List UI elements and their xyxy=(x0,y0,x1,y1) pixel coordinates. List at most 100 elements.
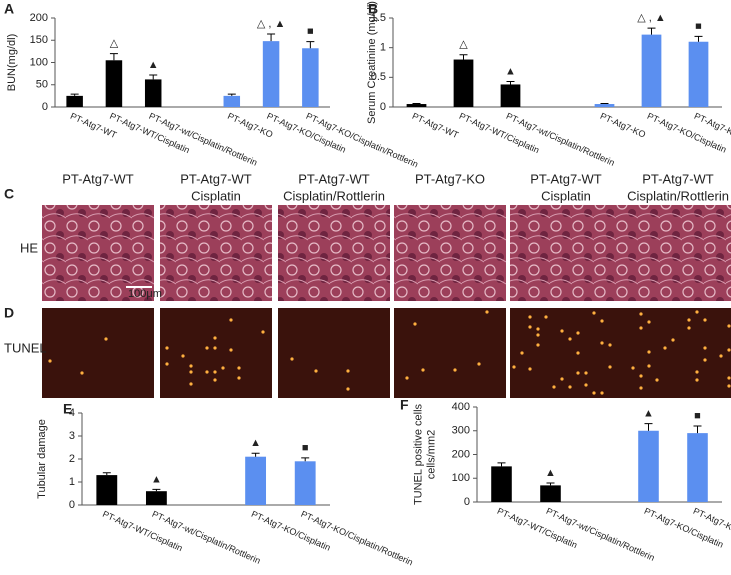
column-header: PT-Atg7-WT xyxy=(62,171,134,186)
tunel-spot xyxy=(346,387,350,391)
error-bar xyxy=(600,102,609,105)
tunel-spot xyxy=(687,326,691,330)
tunel-image xyxy=(278,308,390,398)
annotation: △ , ▲ xyxy=(637,12,666,24)
tunel-spot xyxy=(512,365,516,369)
error-bar xyxy=(227,93,236,96)
tunel-spot xyxy=(663,346,667,350)
tunel-image xyxy=(160,308,272,398)
row-label: TUNEL xyxy=(4,340,47,355)
row-label: HE xyxy=(20,240,38,255)
tunel-spot xyxy=(576,371,580,375)
tunel-spot xyxy=(405,376,409,380)
column-header: PT-Atg7-WT xyxy=(298,171,370,186)
tunel-spot xyxy=(639,374,643,378)
tunel-spot xyxy=(592,391,596,395)
error-bar xyxy=(546,482,555,486)
x-tick-label: PT-Atg7-WT xyxy=(411,111,461,140)
y-tick-label: 200 xyxy=(30,12,48,24)
panel-label: C xyxy=(4,186,14,202)
bar xyxy=(500,84,521,107)
tunel-image xyxy=(622,308,731,398)
error-bar xyxy=(102,472,111,476)
he-image xyxy=(394,205,506,301)
tunel-spot xyxy=(165,346,169,350)
tunel-spot xyxy=(727,324,731,328)
column-header: PT-Atg7-WT xyxy=(642,171,714,186)
tunel-spot xyxy=(719,354,723,358)
error-bar xyxy=(693,425,702,434)
tunel-spot xyxy=(727,376,731,380)
tunel-spot xyxy=(687,318,691,322)
column-header: PT-Atg7-KO xyxy=(415,171,485,186)
x-tick-label: PT-Atg7-KO/Cisplatin xyxy=(646,111,728,155)
bar xyxy=(223,95,241,107)
tunel-spot xyxy=(671,338,675,342)
column-header: PT-Atg7-WT xyxy=(180,171,252,186)
tunel-spot xyxy=(229,348,233,352)
bar xyxy=(540,485,561,502)
bar xyxy=(302,48,319,107)
tunel-spot xyxy=(189,382,193,386)
tunel-spot xyxy=(189,364,193,368)
error-bar xyxy=(149,74,158,80)
tunel-spot xyxy=(703,358,707,362)
tunel-spot xyxy=(536,327,540,331)
annotation: ■ xyxy=(307,25,314,37)
bar xyxy=(491,466,512,502)
tunel-spot xyxy=(552,385,556,389)
error-bar xyxy=(301,457,310,462)
he-image xyxy=(510,205,622,301)
bar xyxy=(687,433,708,502)
tunel-spot xyxy=(639,312,643,316)
tunel-spot xyxy=(544,315,548,319)
tunel-spot xyxy=(639,326,643,330)
bar xyxy=(406,104,427,107)
y-tick-label: 3 xyxy=(69,430,75,442)
tunel-spot xyxy=(584,383,588,387)
tunel-spot xyxy=(639,386,643,390)
tunel-spot xyxy=(576,331,580,335)
tunel-spot xyxy=(536,343,540,347)
annotation: ▲ xyxy=(643,408,654,420)
error-bar xyxy=(694,35,703,42)
tunel-spot xyxy=(189,370,193,374)
tunel-spot xyxy=(181,354,185,358)
tunel-spot xyxy=(237,366,241,370)
y-tick-label: 300 xyxy=(452,425,470,437)
he-image xyxy=(160,205,272,301)
tunel-spot xyxy=(314,369,318,373)
tunel-image xyxy=(510,308,622,398)
tunel-spot xyxy=(528,367,532,371)
tunel-spot xyxy=(104,337,108,341)
x-tick-label: PT-Atg7-WT/Cisplatin xyxy=(458,111,541,155)
bar xyxy=(145,491,167,505)
x-tick-label: PT-Atg7-WT/Cisplatin xyxy=(496,506,579,550)
column-header: Cisplatin xyxy=(541,188,591,203)
error-bar xyxy=(506,80,515,85)
tunel-spot xyxy=(727,384,731,388)
y-tick-label: 100 xyxy=(452,472,470,484)
error-bar xyxy=(306,41,315,49)
bar xyxy=(294,461,316,505)
y-tick-label: 4 xyxy=(69,407,75,419)
tunel-spot xyxy=(600,341,604,345)
error-bar xyxy=(459,54,468,60)
tunel-spot xyxy=(600,319,604,323)
tunel-spot xyxy=(213,370,217,374)
annotation: ▲ xyxy=(545,467,556,479)
tunel-image xyxy=(394,308,506,398)
tunel-spot xyxy=(695,310,699,314)
tunel-spot xyxy=(485,310,489,314)
error-bar xyxy=(109,53,118,61)
he-image xyxy=(622,205,731,301)
tunel-image xyxy=(42,308,154,398)
tunel-spot xyxy=(631,366,635,370)
tunel-spot xyxy=(608,343,612,347)
tunel-spot xyxy=(213,336,217,340)
tunel-spot xyxy=(584,371,588,375)
tunel-spot xyxy=(229,318,233,322)
tunel-spot xyxy=(568,385,572,389)
tunel-spot xyxy=(213,378,217,382)
annotation: ■ xyxy=(302,442,309,454)
